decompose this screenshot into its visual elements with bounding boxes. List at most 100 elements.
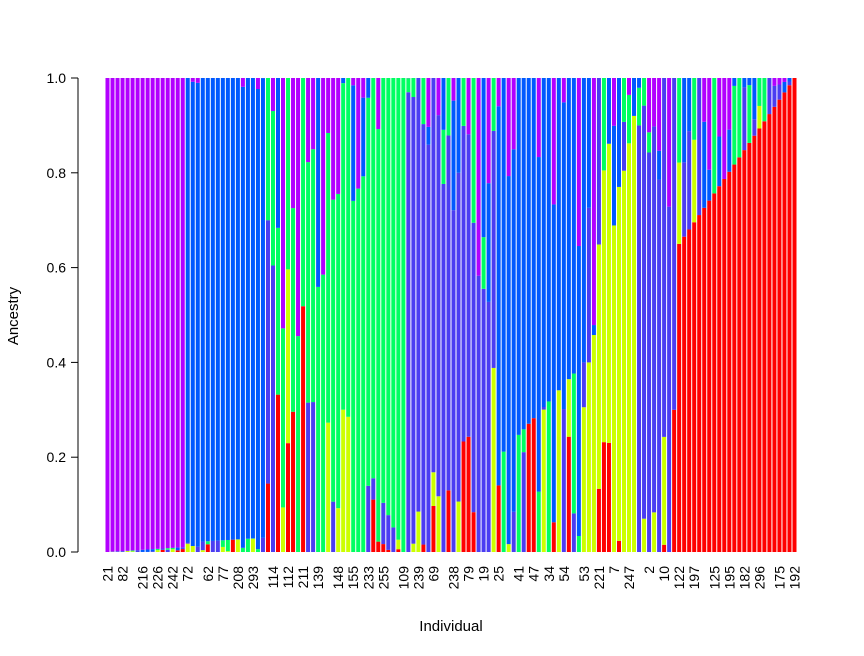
bar-segment-indigo: [586, 207, 591, 363]
bar-segment-indigo: [491, 130, 496, 368]
bar-segment-yellow: [225, 551, 230, 552]
bar-segment-purple: [772, 78, 777, 86]
bar-segment-blue: [521, 78, 526, 430]
bar-segment-indigo: [371, 478, 376, 500]
bar-segment-purple: [306, 78, 311, 163]
bar-segment-blue: [717, 136, 722, 187]
x-tick-label: 293: [245, 566, 261, 590]
bar-segment-blue: [632, 78, 637, 116]
bar-segment-blue: [576, 246, 581, 536]
bar-segment-indigo: [767, 78, 772, 115]
x-tick-label: 175: [771, 566, 787, 590]
bar-segment-indigo: [642, 105, 647, 519]
bar-segment-red: [601, 442, 606, 552]
bar-segment-blue: [260, 78, 265, 538]
bar-segment-purple: [135, 78, 140, 551]
bar-segment-yellow: [346, 416, 351, 552]
y-axis: 0.0 0.2 0.4 0.6 0.8 1.0: [47, 70, 79, 560]
bar-segment-green: [627, 94, 632, 144]
x-tick-label: 242: [165, 566, 181, 590]
bar-segment-green: [732, 85, 737, 165]
bar-segment-green: [225, 539, 230, 552]
bar-segment-blue: [145, 549, 150, 552]
bar-segment-purple: [270, 78, 275, 112]
bar-segment-yellow: [220, 546, 225, 552]
bar-segment-green: [396, 78, 401, 540]
bar-segment-green: [461, 78, 466, 126]
bar-segment-green: [165, 548, 170, 550]
bar-segment-green: [441, 129, 446, 184]
bar-segment-green: [386, 78, 391, 516]
x-tick-label: 41: [511, 566, 527, 582]
bar-segment-blue: [742, 78, 747, 88]
bar-segment-red: [381, 544, 386, 552]
bar-segment-indigo: [210, 540, 215, 552]
bar-segment-green: [411, 78, 416, 98]
bar-segment-blue: [566, 78, 571, 380]
bar-segment-green: [316, 286, 321, 552]
bar-segment-blue: [702, 121, 707, 208]
bar-segment-purple: [311, 78, 316, 150]
bar-segment-blue: [501, 78, 506, 452]
bar-segment-indigo: [421, 124, 426, 545]
y-axis-label: Ancestry: [5, 286, 22, 345]
bar-segment-blue: [732, 78, 737, 86]
bar-segment-indigo: [406, 92, 411, 552]
bar-segment-purple: [356, 78, 361, 189]
bar-segment-indigo: [456, 172, 461, 502]
bar-segment-red: [531, 418, 536, 552]
bar-segment-blue: [551, 204, 556, 523]
x-tick-label: 62: [200, 566, 216, 582]
bar-segment-yellow: [652, 512, 657, 552]
bar-segment-red: [396, 549, 401, 552]
bar-segment-indigo: [270, 265, 275, 552]
bar-segment-red: [737, 157, 742, 552]
bar-segment-yellow: [326, 422, 331, 552]
bar-segment-red: [672, 409, 677, 552]
bar-segment-blue: [516, 78, 521, 435]
bar-segment-blue: [366, 78, 371, 98]
bar-segment-yellow: [611, 225, 616, 552]
bar-segment-green: [747, 85, 752, 143]
bar-segment-yellow: [411, 543, 416, 552]
bar-segment-yellow: [491, 367, 496, 552]
bar-segment-indigo: [742, 87, 747, 151]
y-tick-label: 0.6: [47, 260, 67, 276]
bar-segment-indigo: [416, 78, 421, 512]
bar-segment-yellow: [591, 335, 596, 552]
bar-segment-indigo: [511, 511, 516, 552]
bar-segment-purple: [291, 78, 296, 209]
x-tick-label: 192: [787, 566, 803, 590]
bar-segment-indigo: [667, 206, 672, 552]
bar-segment-green: [331, 199, 336, 502]
bar-segment-red: [471, 512, 476, 552]
bar-segment-blue: [606, 78, 611, 144]
bar-segment-red: [275, 394, 280, 552]
bar-segment-red: [566, 436, 571, 552]
bar-segment-red: [722, 178, 727, 553]
bar-segment-indigo: [672, 78, 677, 410]
bar-segment-indigo: [787, 81, 792, 86]
bar-segment-red: [692, 222, 697, 552]
bar-segment-indigo: [486, 301, 491, 552]
bar-segment-indigo: [391, 527, 396, 552]
bar-segment-red: [421, 544, 426, 552]
bar-segment-blue: [707, 169, 712, 201]
bar-segment-yellow: [155, 550, 160, 552]
bar-segment-purple: [110, 78, 115, 552]
x-tick-label: 216: [135, 566, 151, 590]
bar-segment-red: [697, 215, 702, 553]
bar-segment-purple: [466, 78, 471, 135]
bar-segment-blue: [361, 97, 366, 177]
bar-segment-purple: [777, 78, 782, 85]
bar-segment-red: [301, 306, 306, 552]
bar-segment-purple: [591, 78, 596, 326]
bar-segment-indigo: [441, 183, 446, 552]
bar-segment-blue: [581, 78, 586, 363]
bar-segment-purple: [436, 78, 441, 116]
x-tick-label: 247: [621, 566, 637, 590]
bar-segment-purple: [105, 78, 110, 552]
bar-segment-indigo: [662, 78, 667, 437]
bar-segment-indigo: [657, 179, 662, 552]
x-tick-label: 155: [345, 566, 361, 590]
